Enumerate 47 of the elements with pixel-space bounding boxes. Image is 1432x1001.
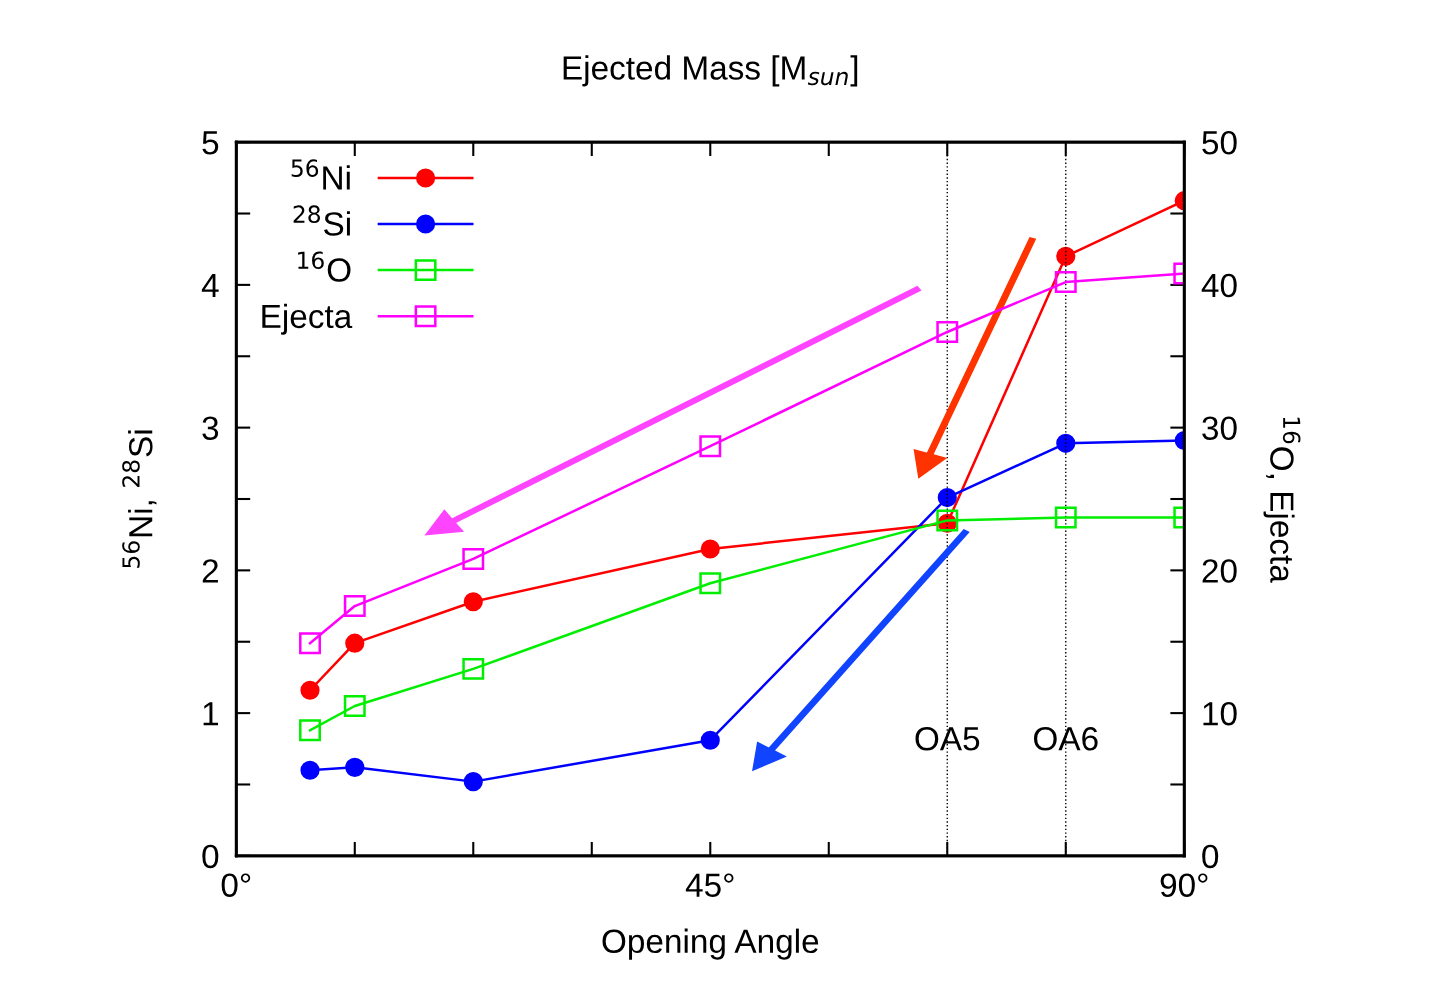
point <box>937 487 957 508</box>
point <box>345 757 365 777</box>
y-tick-label: 3 <box>202 416 219 441</box>
point <box>699 572 722 595</box>
y2-tick-label: 20 <box>1202 559 1237 583</box>
point <box>462 547 485 570</box>
legend-label: $^{28}$Si <box>293 205 350 236</box>
point <box>300 760 320 780</box>
y2-tick-label: 50 <box>1202 130 1237 155</box>
y2-tick-label: 10 <box>1203 701 1237 726</box>
legend-label: Ejecta <box>262 303 353 335</box>
point <box>462 657 485 680</box>
point <box>1056 246 1076 266</box>
point <box>699 435 722 458</box>
point <box>1054 506 1077 529</box>
y-tick-label: 5 <box>202 131 219 155</box>
legend-label: $^{56}$Ni <box>291 159 350 190</box>
x-tick-label: 0° <box>221 873 251 898</box>
point <box>700 730 720 750</box>
y-tick-label: 4 <box>201 274 219 297</box>
point <box>936 321 959 343</box>
point <box>700 539 720 559</box>
y-tick-label: 1 <box>203 702 218 726</box>
y-tick-label: 0 <box>202 844 219 869</box>
point <box>343 695 366 717</box>
point <box>343 595 366 618</box>
ref-line-label: OA6 <box>1034 727 1098 751</box>
point <box>463 592 483 612</box>
point <box>345 633 365 653</box>
chart-title: Ejected Mass [M$_{sun}$] <box>563 55 858 87</box>
point <box>299 632 321 655</box>
point <box>300 680 320 700</box>
ref-line-label: OA5 <box>915 727 980 751</box>
y2-tick-label: 0 <box>1202 844 1219 869</box>
y2-tick-label: 40 <box>1201 273 1237 298</box>
y-tick-label: 2 <box>202 559 218 583</box>
point <box>463 772 483 792</box>
x-axis-title: Opening Angle <box>602 928 819 960</box>
point <box>1056 433 1076 453</box>
point <box>1054 271 1077 293</box>
y2-tick-label: 30 <box>1202 416 1237 441</box>
y2-axis-title: $^{16}$O, Ejecta <box>1263 417 1301 583</box>
x-tick-label: 45° <box>685 873 734 898</box>
legend-label: $^{16}$O <box>298 251 351 282</box>
x-tick-label: 90° <box>1160 873 1208 898</box>
point <box>299 719 321 742</box>
y-axis-title: $^{56}$Ni, $^{28}$Si <box>122 430 157 568</box>
